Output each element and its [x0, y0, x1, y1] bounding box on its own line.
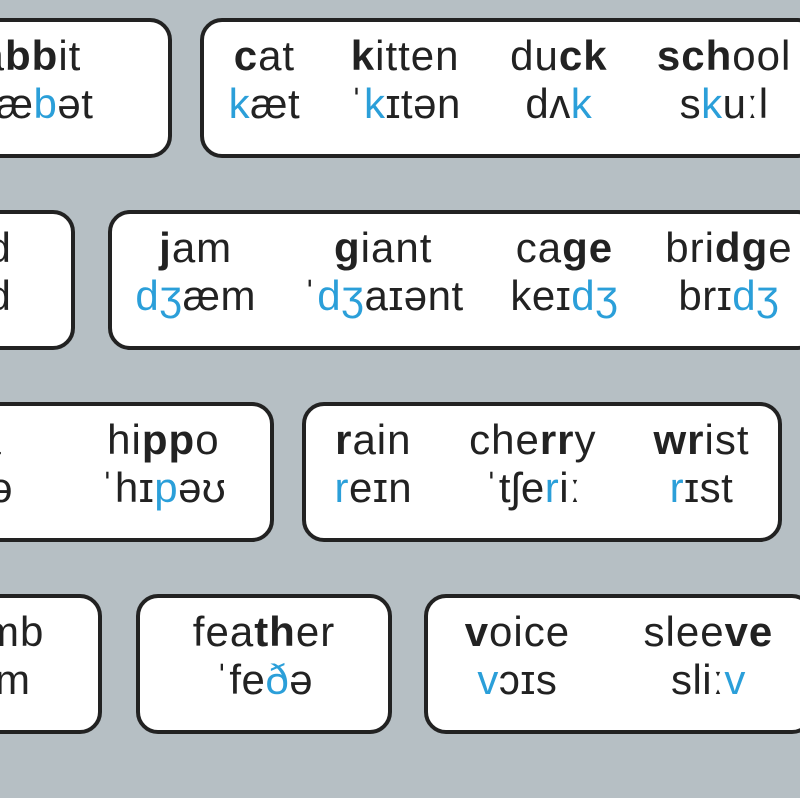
- word-text: rain: [335, 416, 411, 464]
- ipa-text: rɪst: [670, 464, 734, 512]
- word-entry: rainreɪn: [320, 416, 426, 513]
- word-text: school: [657, 32, 791, 80]
- word-entry: featherˈfeðə: [179, 608, 349, 705]
- word-text: voice: [465, 608, 570, 656]
- word-text: sleeve: [644, 608, 774, 656]
- ipa-text: ʌm: [0, 656, 30, 704]
- word-text: cherry: [469, 416, 596, 464]
- word-entry: l rabbitd ˈræbət: [0, 32, 107, 129]
- word-text: wrist: [653, 416, 749, 464]
- ipa-text: vɔɪs: [477, 656, 557, 704]
- ipa-text: ˈhɪpəʊ: [100, 464, 226, 512]
- phonics-card: l rabbitd ˈræbət: [0, 18, 172, 158]
- word-text: nda: [0, 416, 2, 464]
- word-entry: bridgebrɪdʒ: [651, 224, 800, 321]
- word-entry: kittenˈkɪtən: [335, 32, 474, 129]
- ipa-text: ˈdʒaɪənt: [303, 272, 464, 320]
- phonics-card: jamdʒæmgiantˈdʒaɪəntcagekeɪdʒbridgebrɪdʒ: [108, 210, 800, 350]
- word-text: cat: [234, 32, 295, 80]
- word-entry: duckdʌk: [496, 32, 621, 129]
- ipa-text: sliːv: [671, 656, 746, 704]
- phonics-card: ndaendə hippoˈhɪpəʊ: [0, 402, 274, 542]
- word-text: feather: [193, 608, 335, 656]
- word-text: kitten: [351, 32, 460, 80]
- word-entry: giantˈdʒaɪənt: [289, 224, 478, 321]
- word-entry: sleevesliːv: [630, 608, 788, 705]
- phonics-card: umbʌm: [0, 594, 102, 734]
- ipa-text: dʌk: [525, 80, 592, 128]
- phonics-card: featherˈfeðə: [136, 594, 392, 734]
- phonics-card: catkætkittenˈkɪtənduckdʌkschoolskuːl: [200, 18, 800, 158]
- ipa-text: endə: [0, 464, 13, 512]
- word-entry: cherryˈtʃeriː: [455, 416, 610, 513]
- word-text: cage: [516, 224, 613, 272]
- word-entry: cagekeɪdʒ: [496, 224, 632, 321]
- word-text: hippo: [107, 416, 219, 464]
- word-entry: schoolskuːl: [643, 32, 800, 129]
- word-text: bridge: [665, 224, 792, 272]
- ipa-text: ˈfeðə: [215, 656, 313, 704]
- word-text: jam: [159, 224, 232, 272]
- word-entry: wristrɪst: [639, 416, 763, 513]
- word-entry: ndaendə: [0, 416, 27, 513]
- phonics-card: voicevɔɪs sleevesliːv: [424, 594, 800, 734]
- ipa-text: dʒæm: [135, 272, 256, 320]
- word-entry: jamdʒæm: [121, 224, 270, 321]
- ipa-text: ˈkɪtən: [349, 80, 460, 128]
- word-entry: umbʌm: [0, 608, 58, 705]
- word-text: nd: [0, 224, 12, 272]
- word-entry: catkæt: [215, 32, 315, 129]
- word-text: l rabbit: [0, 32, 81, 80]
- word-entry: ndnd: [0, 224, 26, 321]
- word-text: umb: [0, 608, 44, 656]
- ipa-text: reɪn: [334, 464, 412, 512]
- word-text: duck: [510, 32, 607, 80]
- word-entry: hippoˈhɪpəʊ: [86, 416, 240, 513]
- ipa-text: d ˈræbət: [0, 80, 93, 128]
- phonics-card: rainreɪn cherryˈtʃeriː wristrɪst: [302, 402, 782, 542]
- ipa-text: brɪdʒ: [678, 272, 779, 320]
- ipa-text: kæt: [229, 80, 301, 128]
- word-text: giant: [334, 224, 432, 272]
- ipa-text: skuːl: [680, 80, 769, 128]
- ipa-text: nd: [0, 272, 11, 320]
- word-entry: voicevɔɪs: [451, 608, 584, 705]
- ipa-text: keɪdʒ: [510, 272, 618, 320]
- phonics-card: ndnd: [0, 210, 75, 350]
- ipa-text: ˈtʃeriː: [484, 464, 581, 512]
